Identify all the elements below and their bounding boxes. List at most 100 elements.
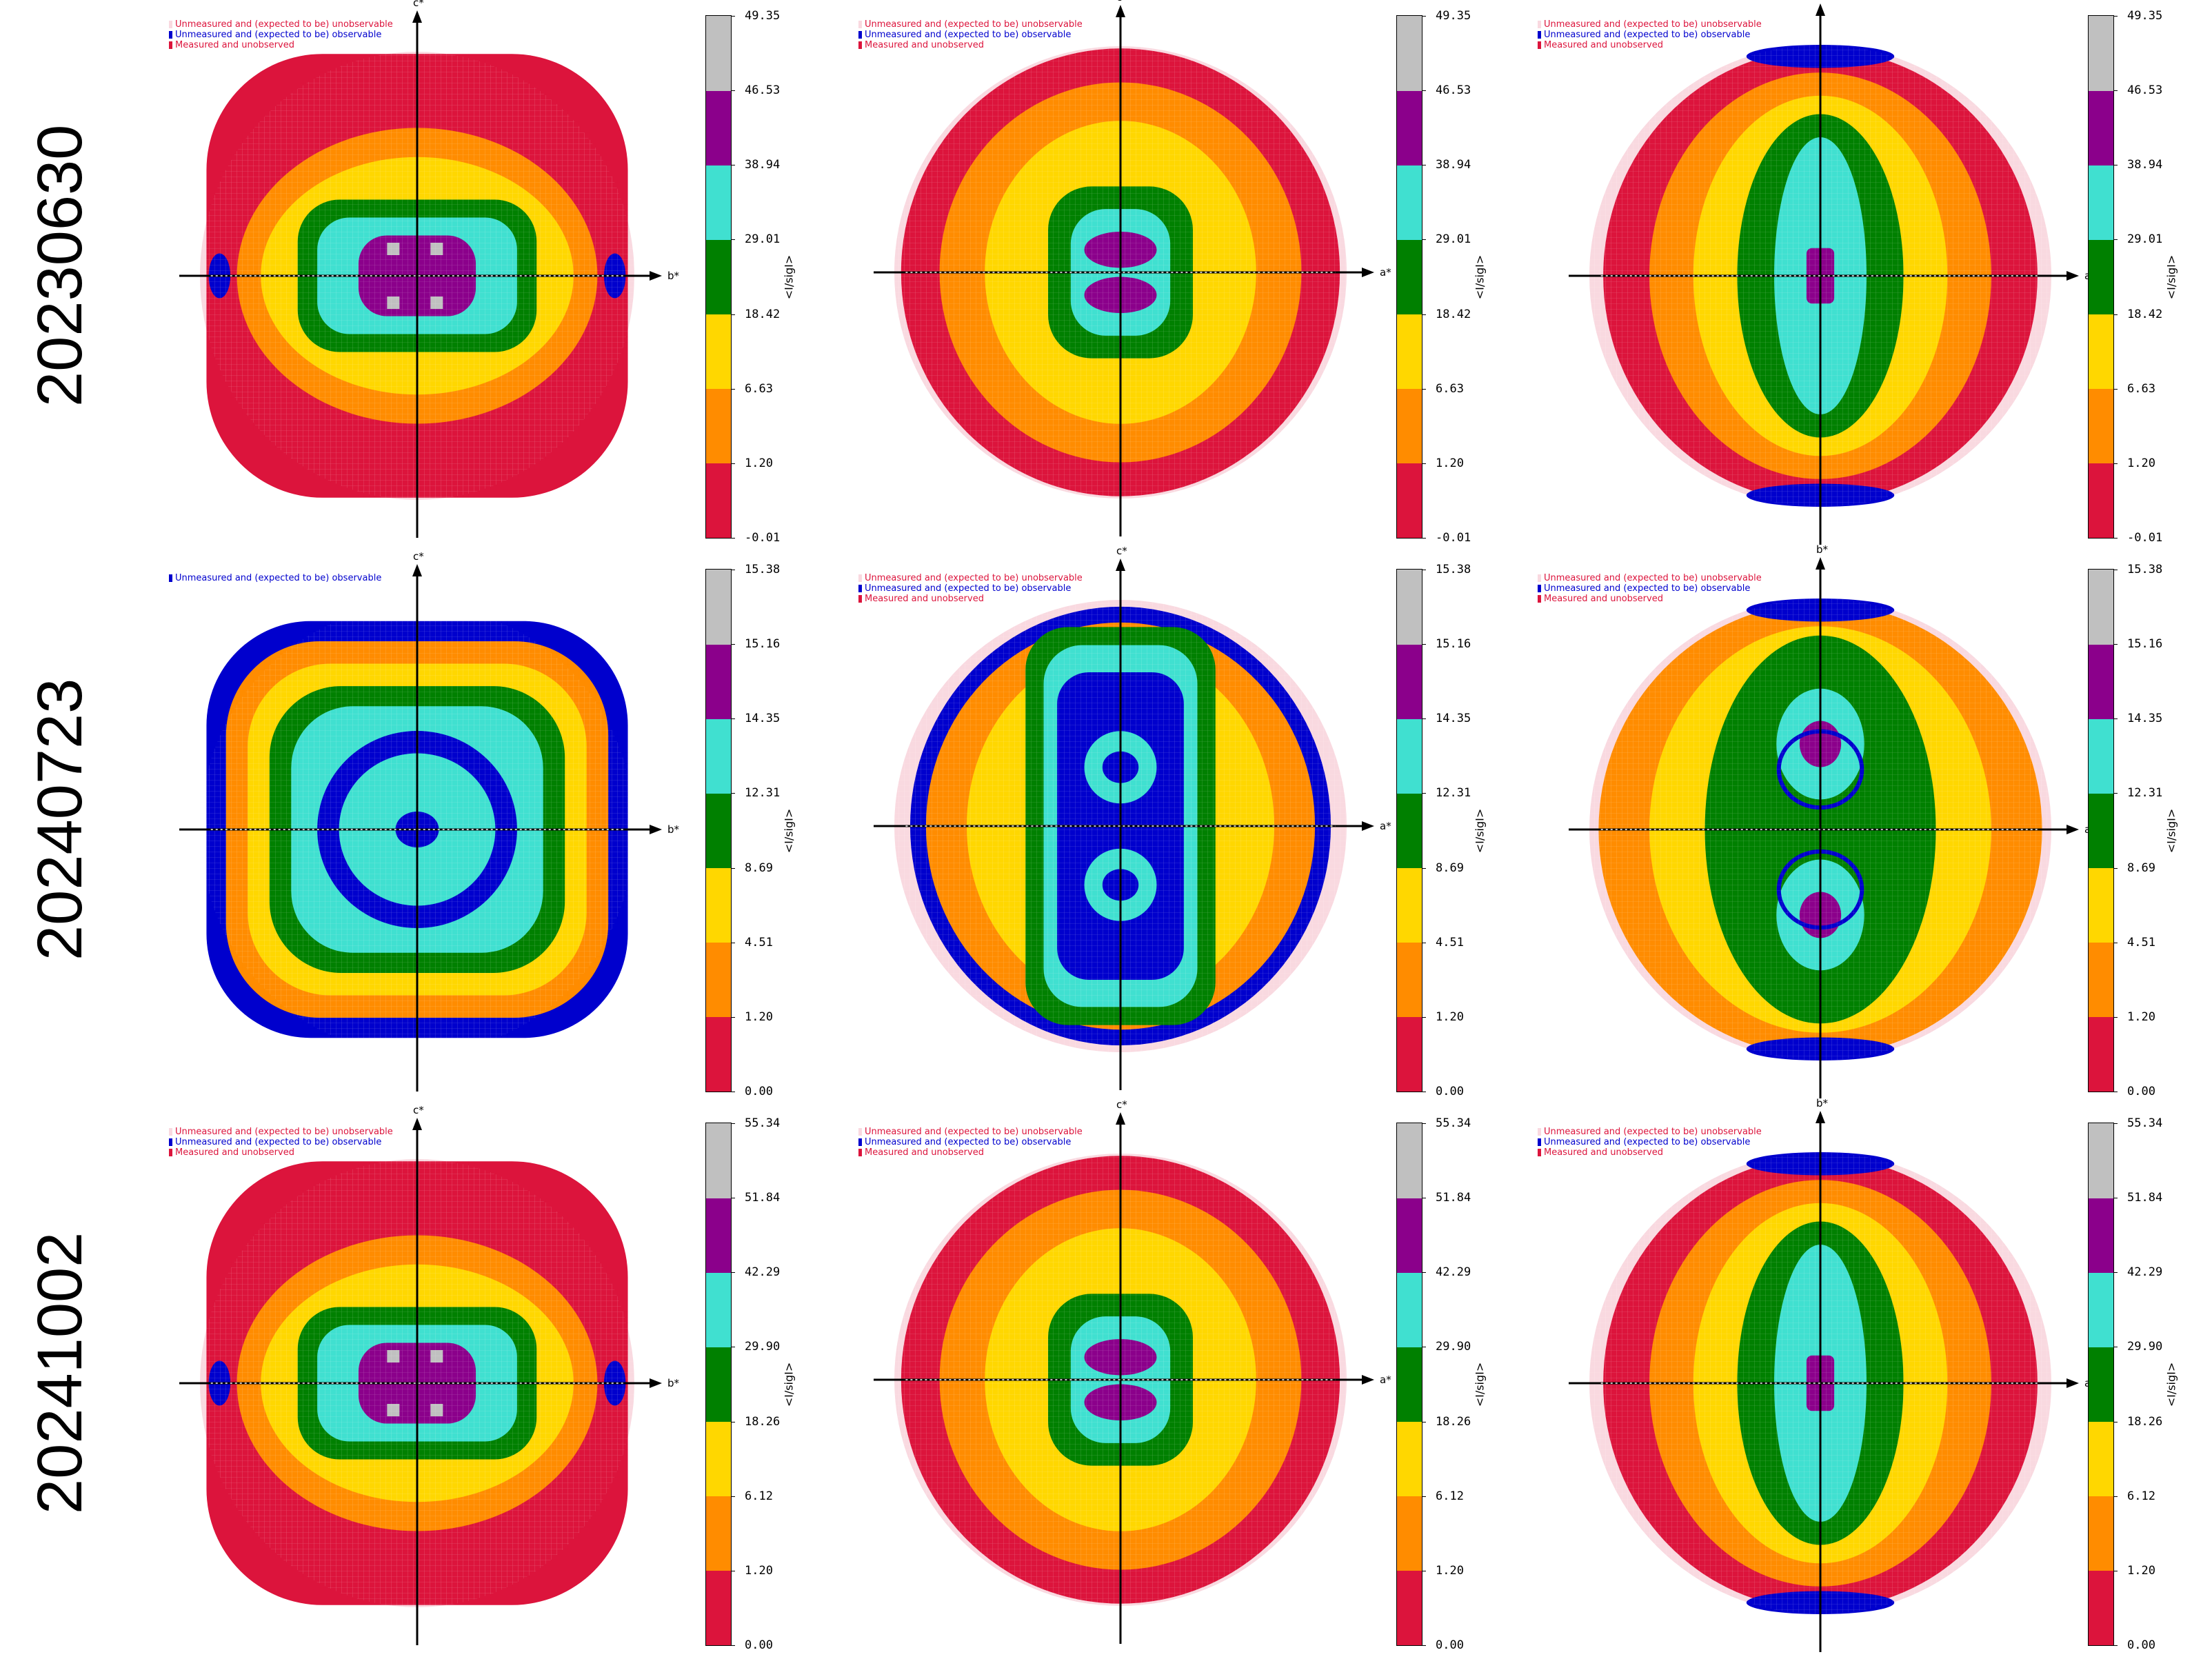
colorbar-tick-label: 51.84 [745,1191,781,1205]
colorbar-segment [1397,867,1422,943]
legend-item-observable: Unmeasured and (expected to be) observab… [1538,1137,1762,1147]
colorbar: -0.01 1.20 6.63 18.42 29.01 38.94 46.53 49.35 <I… [705,9,796,545]
colorbar-tick [2113,1272,2118,1274]
horizontal-axis-label: a* [1380,820,1391,832]
legend-item-unobservable: Unmeasured and (expected to be) unobserv… [1538,573,1762,583]
horizontal-axis-arrow [650,1378,662,1388]
heatmap-svg: a*b* [1569,0,2096,545]
legend-swatch [858,574,862,582]
heatmap-panel-20230630-ac: a* c* Unmeasured and (expected to be) unob… [838,0,1527,552]
colorbar-tick [2113,793,2118,794]
heatmap-panel-20230630-ab: a*b*Unmeasured and (expected to be) unob… [1517,0,2206,552]
legend-label: Measured and unobserved [1544,594,1663,604]
vertical-axis-arrow [1816,3,1825,16]
axes: a* c* [874,545,1391,1090]
colorbar: 0.00 1.20 4.51 8.69 12.31 14.35 15.16 15.38 <I/s… [1396,563,1487,1098]
colorbar-segment [2089,644,2113,719]
legend-swatch [858,21,862,28]
colorbar-tick-label: 51.84 [1436,1191,1471,1205]
colorbar-segment [706,90,731,165]
colorbar-title: <I/sigI> [2164,254,2178,299]
colorbar-tick-label: 6.63 [1436,381,1464,396]
colorbar-segment [2089,1272,2113,1347]
colorbar-tick [2113,644,2118,645]
vertical-axis-arrow [1816,1111,1825,1123]
row-label: 20230630 [25,124,95,407]
colorbar-segment [1397,314,1422,390]
legend-label: Unmeasured and (expected to be) observab… [175,30,382,40]
colorbar-tick-label: 29.01 [745,232,781,247]
colorbar-tick [2113,388,2118,390]
colorbar-tick-label: 49.35 [2127,9,2163,23]
colorbar-segment [2089,16,2113,91]
heatmap-svg: b* c* [179,550,680,1092]
horizontal-axis-label: b* [667,1377,680,1389]
colorbar-tick-label: 12.31 [1436,786,1471,801]
colorbar-tick-label: 14.35 [2127,712,2163,726]
colorbar-tick [2113,718,2118,720]
vertical-axis-label: c* [1116,1098,1127,1111]
colorbar: 0.00 1.20 4.51 8.69 12.31 14.35 15.16 15.38 <I/s… [705,563,796,1098]
colorbar-tick-label: 1.20 [2127,1009,2155,1024]
colorbar-segment [1397,165,1422,240]
legend-item-observable: Unmeasured and (expected to be) observab… [169,573,381,583]
legend-swatch [858,595,862,603]
legend-item-unobservable: Unmeasured and (expected to be) unobserv… [858,573,1083,583]
colorbar-segment [2089,867,2113,943]
legend-item-observable: Unmeasured and (expected to be) observab… [169,30,393,40]
legend-label: Measured and unobserved [865,1147,984,1158]
heatmap-svg: a*b* [1569,543,2096,1098]
colorbar-tick-label: 0.00 [2127,1085,2155,1098]
horizontal-axis-arrow [650,271,662,281]
colorbar-tick-label: 4.51 [745,935,773,949]
colorbar-tick [2113,1496,2118,1497]
colorbar-tick-label: 55.34 [745,1116,781,1130]
legend-label: Unmeasured and (expected to be) observab… [865,583,1072,594]
horizontal-axis-label: b* [667,823,680,836]
colorbar-segment [1397,570,1422,645]
legend-item-unobservable: Unmeasured and (expected to be) unobserv… [1538,19,1762,30]
colorbar-segment [1397,1123,1422,1198]
colorbar-tick [1422,90,1426,92]
colorbar-segment [2089,1123,2113,1198]
colorbar-tick [1422,1496,1426,1497]
colorbar-tick-label: 0.00 [745,1085,773,1098]
colorbar-segment [706,570,731,645]
legend-item-unobserved: Measured and unobserved [1538,594,1762,604]
colorbar-tick [1422,1645,1426,1646]
colorbar-tick [731,239,735,241]
panel-legend: Unmeasured and (expected to be) observab… [169,573,381,583]
colorbar-tick-label: 15.38 [2127,563,2163,576]
legend-item-observable: Unmeasured and (expected to be) observab… [858,583,1083,594]
legend-swatch [169,1128,172,1136]
colorbar-tick [731,463,735,464]
colorbar-tick-label: 12.31 [745,786,781,801]
colorbar-tick [2113,867,2118,869]
colorbar-tick-label: 49.35 [1436,9,1471,23]
legend-swatch [1538,41,1541,49]
colorbar-segment [2089,942,2113,1018]
colorbar-segment [1397,1496,1422,1571]
colorbar-tick-label: -0.01 [745,531,781,545]
colorbar-segment [706,1016,731,1092]
colorbar-segment [706,1347,731,1422]
colorbar-segment [706,718,731,794]
colorbar-title: <I/sigI> [782,808,796,853]
legend-label: Unmeasured and (expected to be) observab… [1544,1137,1751,1147]
colorbar-segment [706,867,731,943]
colorbar-tick-label: 55.34 [1436,1116,1471,1130]
heatmap-svg: a* c* [874,0,1391,536]
legend-label: Measured and unobserved [1544,40,1663,50]
colorbar-tick-label: 38.94 [2127,158,2163,172]
colorbar-tick [731,1123,735,1124]
colorbar-tick-label: 18.26 [2127,1414,2163,1429]
colorbar-tick [2113,239,2118,241]
legend-swatch [858,41,862,49]
legend-item-observable: Unmeasured and (expected to be) observab… [1538,30,1762,40]
colorbar-segment [706,1123,731,1198]
colorbar-segment [2089,463,2113,539]
legend-item-unobservable: Unmeasured and (expected to be) unobserv… [1538,1127,1762,1137]
vertical-axis-label: c* [1116,545,1127,557]
legend-label: Measured and unobserved [175,1147,294,1158]
colorbar-tick [1422,463,1426,464]
